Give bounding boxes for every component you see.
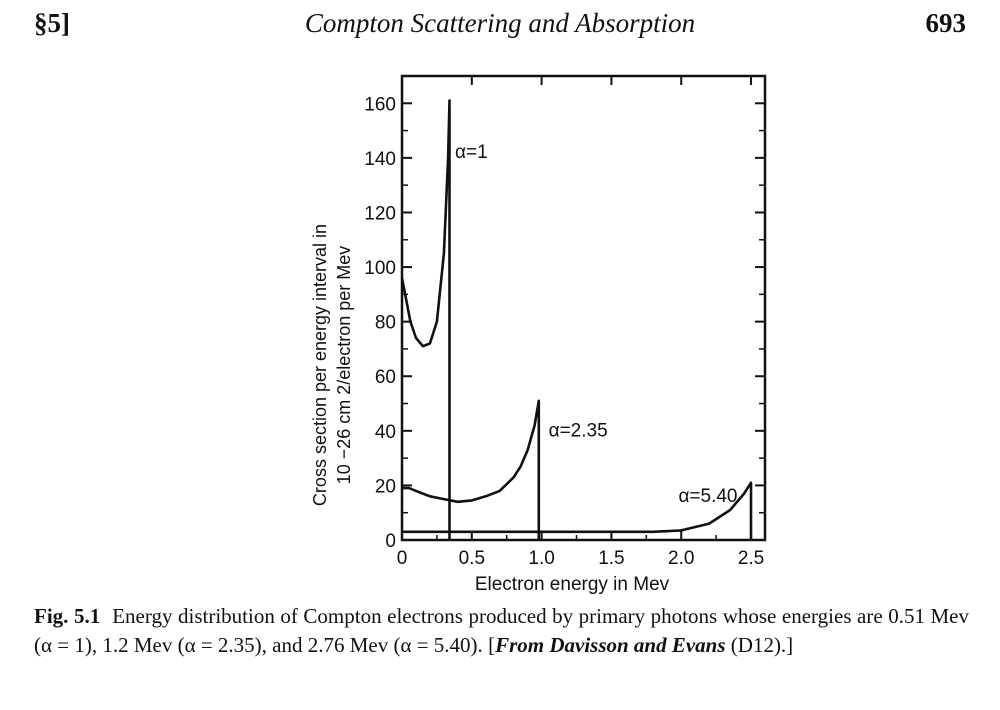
series-line-2 (402, 399, 541, 540)
caption-source-open: [ (488, 633, 496, 657)
series-line-3 (402, 481, 753, 540)
y-axis-label-line1: Cross section per energy interval in (310, 224, 330, 506)
y-tick-label: 160 (364, 94, 396, 115)
x-tick-label: 2.5 (738, 548, 764, 569)
y-tick-label: 60 (375, 367, 396, 388)
caption-source-close: (D12).] (725, 633, 794, 657)
page-number: 693 (925, 8, 967, 38)
x-tick-label: 2.0 (668, 548, 694, 569)
y-tick-label: 120 (364, 203, 396, 224)
running-title: Compton Scattering and Absorption (304, 8, 696, 38)
series-label-1: α=1 (455, 142, 488, 163)
compton-chart: 0 0.5 1.0 1.5 2.0 2.5 0 20 40 60 80 100 120 140 160 α=… (310, 74, 767, 595)
y-tick-label: 80 (375, 313, 396, 334)
x-tick-label: 0 (397, 548, 408, 569)
caption-text: Energy distribution of Compton electrons… (34, 604, 969, 657)
y-tick-label: 100 (364, 258, 396, 279)
series-label-3: α=5.40 (678, 486, 737, 507)
figure-caption: Fig. 5.1 Energy distribution of Compton e… (34, 602, 969, 660)
page-header: §5] Compton Scattering and Absorption 69… (0, 0, 1000, 60)
plot-frame (400, 74, 767, 542)
series-line-1 (400, 99, 451, 540)
y-tick-label: 0 (385, 531, 396, 552)
y-tick-label: 20 (375, 476, 396, 497)
section-marker: §5] (34, 8, 70, 38)
y-axis-label-line2: 10 −26 cm 2/electron per Mev (334, 246, 354, 485)
figure: 0 0.5 1.0 1.5 2.0 2.5 0 20 40 60 80 100 120 140 160 α=… (0, 60, 1000, 600)
x-tick-label: 1.0 (528, 548, 554, 569)
x-axis-label: Electron energy in Mev (475, 574, 670, 595)
caption-source-name: From Davisson and Evans (495, 633, 726, 657)
series-label-2: α=2.35 (549, 420, 608, 441)
x-tick-label: 1.5 (598, 548, 624, 569)
figure-label: Fig. 5.1 (34, 604, 101, 628)
y-tick-label: 40 (375, 422, 396, 443)
x-tick-label: 0.5 (459, 548, 485, 569)
y-tick-label: 140 (364, 149, 396, 170)
